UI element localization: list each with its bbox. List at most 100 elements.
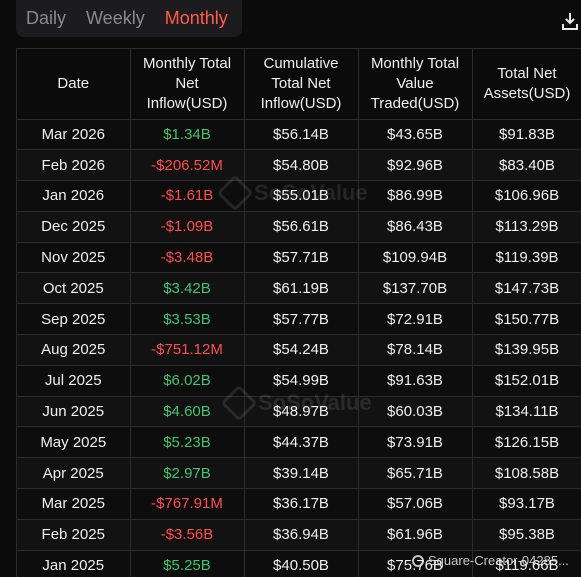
cell-date: May 2025 [17,426,131,459]
col-header-date[interactable]: Date [17,49,131,120]
cell-net-assets: $147.73B [472,272,581,305]
cell-monthly-inflow: -$1.09B [130,211,245,243]
cell-cumulative-inflow: $55.01B [244,180,359,212]
cell-net-assets: $119.39B [472,242,581,274]
cell-value-traded: $137.70B [358,272,473,305]
cell-value-traded: $72.91B [358,303,473,336]
table-row[interactable]: Jan 2026 -$1.61B $55.01B $86.99B $106.96B [17,180,581,212]
cell-monthly-inflow: $1.34B [130,119,245,151]
col-header-monthly-inflow[interactable]: Monthly Total Net Inflow(USD) [130,49,245,120]
cell-date: Jan 2026 [17,180,131,212]
col-header-value-traded[interactable]: Monthly Total Value Traded(USD) [358,49,473,120]
table-row[interactable]: Feb 2026 -$206.52M $54.80B $92.96B $83.40B [17,149,581,182]
cell-date: Mar 2026 [17,119,131,151]
cell-net-assets: $108.58B [472,457,581,490]
cell-monthly-inflow: $2.97B [130,457,245,490]
cell-net-assets: $134.11B [472,396,581,428]
cell-cumulative-inflow: $57.77B [244,303,359,336]
cell-cumulative-inflow: $56.61B [244,211,359,243]
cell-monthly-inflow: $5.25B [130,550,245,577]
cell-value-traded: $92.96B [358,149,473,182]
cell-value-traded: $109.94B [358,242,473,274]
cell-net-assets: $93.17B [472,488,581,520]
cell-cumulative-inflow: $54.80B [244,149,359,182]
cell-cumulative-inflow: $40.50B [244,550,359,577]
creator-icon [412,554,424,567]
download-icon[interactable] [561,12,579,32]
tab-weekly[interactable]: Weekly [86,8,145,28]
cell-cumulative-inflow: $61.19B [244,272,359,305]
creator-tag: Square-Creator-04285... [412,553,569,568]
table-row[interactable]: May 2025 $5.23B $44.37B $73.91B $126.15B [17,426,581,459]
cell-date: Dec 2025 [17,211,131,243]
tab-daily[interactable]: Daily [26,8,67,28]
cell-monthly-inflow: -$3.56B [130,519,245,551]
cell-monthly-inflow: $3.53B [130,303,245,336]
flow-table-container: Date Monthly Total Net Inflow(USD) Cumul… [16,48,581,577]
cell-date: Feb 2025 [17,519,131,551]
cell-monthly-inflow: $3.42B [130,272,245,305]
period-tabs: Daily Weekly Monthly [16,0,242,37]
cell-cumulative-inflow: $44.37B [244,426,359,459]
cell-value-traded: $57.06B [358,488,473,520]
cell-monthly-inflow: $4.60B [130,396,245,428]
cell-value-traded: $78.14B [358,334,473,366]
cell-net-assets: $152.01B [472,365,581,397]
cell-cumulative-inflow: $54.24B [244,334,359,366]
cell-net-assets: $106.96B [472,180,581,212]
creator-tag-text: Square-Creator-04285... [428,553,569,568]
cell-monthly-inflow: -$1.61B [130,180,245,212]
tab-monthly[interactable]: Monthly [164,8,228,28]
table-row[interactable]: Apr 2025 $2.97B $39.14B $65.71B $108.58B [17,457,581,490]
table-row[interactable]: Mar 2026 $1.34B $56.14B $43.65B $91.83B [17,119,581,151]
cell-net-assets: $83.40B [472,149,581,182]
col-header-cumulative-inflow[interactable]: Cumulative Total Net Inflow(USD) [244,49,359,120]
cell-net-assets: $150.77B [472,303,581,336]
cell-cumulative-inflow: $36.17B [244,488,359,520]
cell-date: Jun 2025 [17,396,131,428]
cell-date: Jan 2025 [17,550,131,577]
cell-cumulative-inflow: $54.99B [244,365,359,397]
table-row[interactable]: Jun 2025 $4.60B $48.97B $60.03B $134.11B [17,396,581,428]
cell-net-assets: $95.38B [472,519,581,551]
col-header-net-assets[interactable]: Total Net Assets(USD) [472,49,581,120]
cell-cumulative-inflow: $48.97B [244,396,359,428]
cell-cumulative-inflow: $36.94B [244,519,359,551]
cell-net-assets: $113.29B [472,211,581,243]
cell-cumulative-inflow: $39.14B [244,457,359,490]
cell-net-assets: $91.83B [472,119,581,151]
cell-date: Nov 2025 [17,242,131,274]
cell-monthly-inflow: -$751.12M [130,334,245,366]
table-row[interactable]: Jul 2025 $6.02B $54.99B $91.63B $152.01B [17,365,581,397]
cell-monthly-inflow: -$3.48B [130,242,245,274]
cell-net-assets: $126.15B [472,426,581,459]
table-body: Mar 2026 $1.34B $56.14B $43.65B $91.83B Feb 2… [17,119,581,577]
cell-value-traded: $43.65B [358,119,473,151]
cell-net-assets: $139.95B [472,334,581,366]
cell-value-traded: $73.91B [358,426,473,459]
cell-date: Apr 2025 [17,457,131,490]
cell-date: Mar 2025 [17,488,131,520]
cell-date: Feb 2026 [17,149,131,182]
cell-cumulative-inflow: $56.14B [244,119,359,151]
table-row[interactable]: Jan 2025 $5.25B $40.50B $75.76B $119.66B [17,550,581,577]
cell-value-traded: $86.43B [358,211,473,243]
table-row[interactable]: Feb 2025 -$3.56B $36.94B $61.96B $95.38B [17,519,581,551]
cell-value-traded: $86.99B [358,180,473,212]
cell-monthly-inflow: -$206.52M [130,149,245,182]
cell-monthly-inflow: -$767.91M [130,488,245,520]
table-row[interactable]: Mar 2025 -$767.91M $36.17B $57.06B $93.17B [17,488,581,520]
flow-table: Date Monthly Total Net Inflow(USD) Cumul… [17,49,581,577]
table-row[interactable]: Sep 2025 $3.53B $57.77B $72.91B $150.77B [17,303,581,336]
table-row[interactable]: Dec 2025 -$1.09B $56.61B $86.43B $113.29B [17,211,581,243]
cell-date: Sep 2025 [17,303,131,336]
table-row[interactable]: Aug 2025 -$751.12M $54.24B $78.14B $139.95B [17,334,581,366]
cell-value-traded: $61.96B [358,519,473,551]
cell-cumulative-inflow: $57.71B [244,242,359,274]
cell-net-assets: $119.66B [472,550,581,577]
table-header-row: Date Monthly Total Net Inflow(USD) Cumul… [17,49,581,120]
table-row[interactable]: Nov 2025 -$3.48B $57.71B $109.94B $119.39B [17,242,581,274]
table-row[interactable]: Oct 2025 $3.42B $61.19B $137.70B $147.73B [17,272,581,305]
cell-monthly-inflow: $5.23B [130,426,245,459]
cell-date: Aug 2025 [17,334,131,366]
